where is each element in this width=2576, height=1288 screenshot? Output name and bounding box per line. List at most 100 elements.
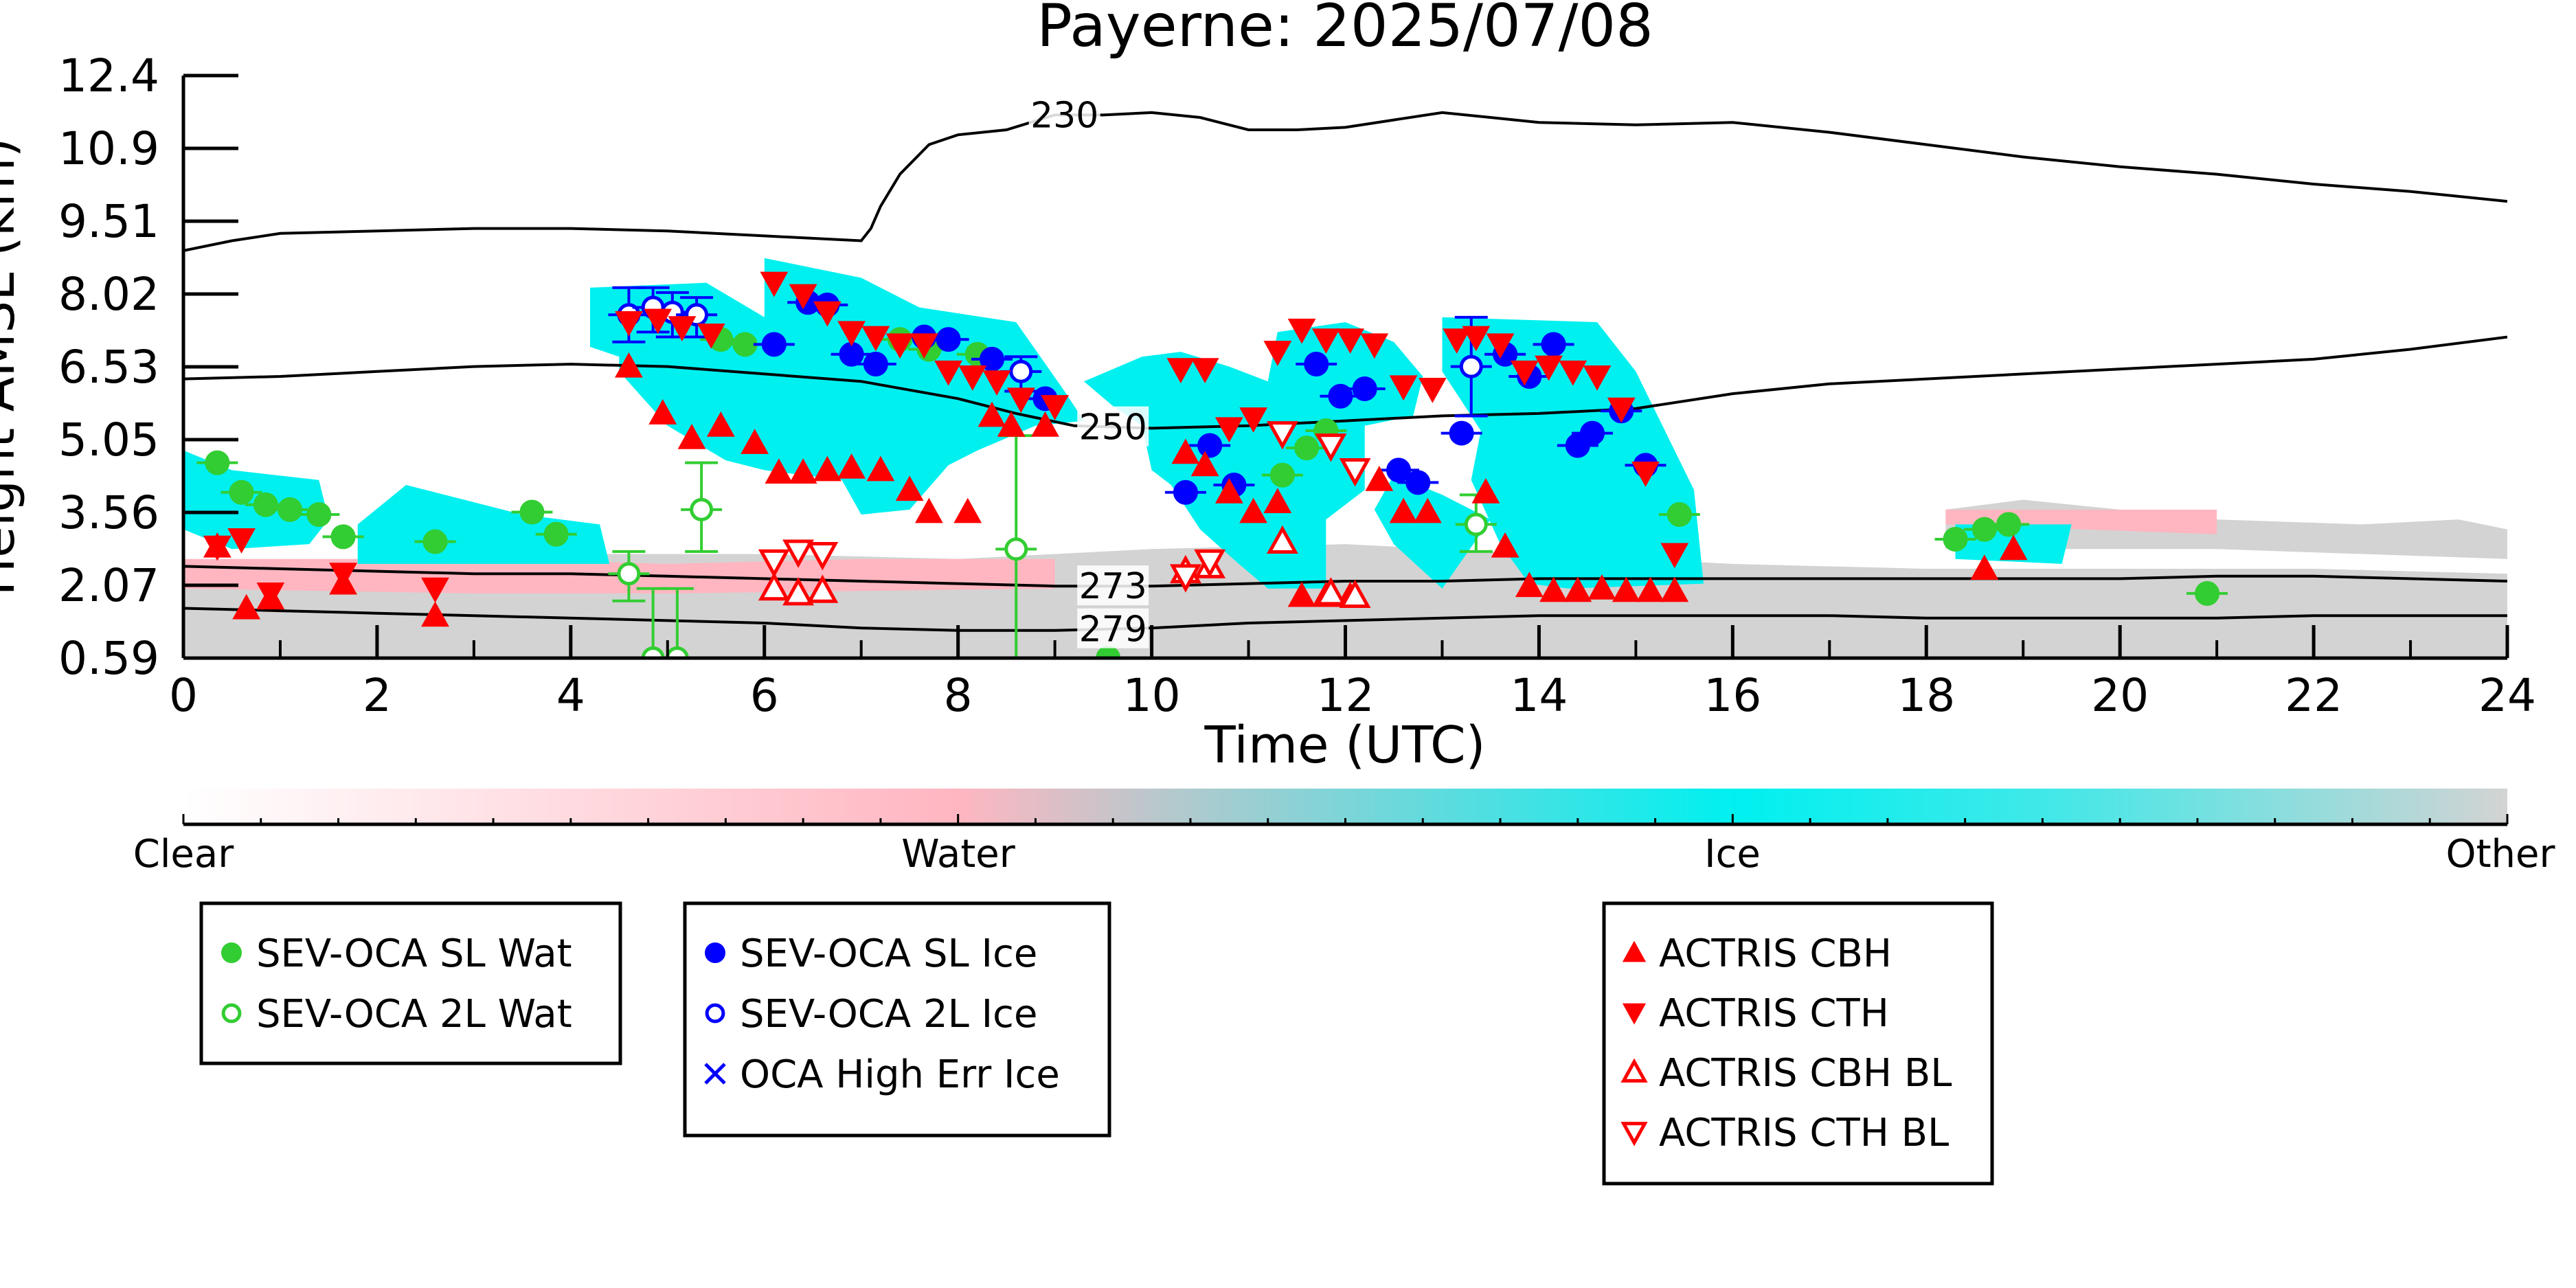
- legend-label-actris-cth-bl: ACTRIS CTH BL: [1659, 1111, 1949, 1155]
- point-actris-cth: [1631, 462, 1660, 487]
- point-actris-cbh-bl: [758, 572, 790, 601]
- legend-label-sev-oca-sl-ice: SEV-OCA SL Ice: [740, 931, 1037, 976]
- contour-label-230: 230: [1030, 95, 1098, 136]
- legend-marker-sev-oca-sl-ice: [705, 942, 725, 963]
- point-sev-oca-sl-ice: [936, 327, 961, 352]
- point-actris-cth: [861, 326, 890, 352]
- point-sev-oca-sl-wat: [1971, 517, 1997, 542]
- point-sev-oca-sl-ice: [863, 352, 888, 377]
- point-actris-cbh-bl: [782, 577, 815, 606]
- point-actris-cbh: [1660, 576, 1689, 602]
- point-actris-cbh: [813, 455, 841, 482]
- contour-230: [183, 111, 2507, 252]
- x-tick-label: 8: [944, 669, 973, 722]
- x-tick-label: 14: [1510, 669, 1568, 722]
- x-tick-label: 6: [750, 669, 779, 722]
- point-sev-oca-sl-wat: [1667, 502, 1692, 528]
- point-actris-cbh: [1190, 451, 1219, 477]
- point-sev-oca-2l-wat: [1464, 512, 1488, 536]
- colorbar-label-ice: Ice: [1704, 832, 1761, 877]
- legend-marker-actris-cbh-bl: [1620, 1058, 1648, 1083]
- legend-label-sev-oca-2l-wat: SEV-OCA 2L Wat: [256, 992, 572, 1037]
- point-actris-cth: [227, 528, 256, 554]
- legend-marker-oca-high-err-ice: [704, 1063, 726, 1085]
- x-tick-label: 24: [2478, 669, 2536, 722]
- point-actris-cth: [1583, 365, 1612, 391]
- point-sev-oca-sl-ice: [761, 332, 787, 357]
- point-actris-cbh: [1970, 554, 1999, 580]
- x-tick-label: 0: [169, 669, 198, 722]
- point-actris-cth: [1006, 387, 1035, 414]
- point-sev-oca-sl-ice: [1352, 376, 1377, 401]
- y-tick-label: 5.05: [58, 414, 159, 466]
- point-actris-cth-bl: [1339, 457, 1371, 487]
- point-actris-cth-bl: [1169, 564, 1201, 593]
- legend-label-sev-oca-2l-ice: SEV-OCA 2L Ice: [740, 992, 1037, 1037]
- x-tick-label: 10: [1123, 669, 1181, 722]
- point-sev-oca-sl-ice: [1449, 420, 1474, 446]
- point-sev-oca-2l-wat: [690, 497, 714, 521]
- point-sev-oca-sl-wat: [519, 499, 545, 525]
- contour-273: [183, 565, 2507, 588]
- point-actris-cbh: [1365, 466, 1394, 491]
- point-actris-cbh: [1636, 576, 1664, 602]
- region-ice-7: [590, 258, 1084, 515]
- x-tick-label: 20: [2091, 669, 2149, 722]
- x-tick-label: 22: [2285, 669, 2342, 722]
- colorbar-ticks: [182, 814, 2509, 824]
- point-actris-cbh: [953, 497, 982, 523]
- point-actris-cth: [1360, 333, 1389, 359]
- point-sev-oca-sl-ice: [1304, 352, 1329, 377]
- point-sev-oca-2l-ice: [1459, 354, 1483, 379]
- y-tick-label: 6.53: [58, 341, 159, 394]
- legend-1: SEV-OCA SL Wat SEV-OCA 2L Wat: [199, 901, 622, 1065]
- point-actris-cbh-bl: [806, 574, 839, 603]
- point-actris-cth: [1263, 341, 1292, 366]
- point-sev-oca-2l-ice: [1009, 359, 1033, 383]
- point-actris-cbh: [1287, 581, 1316, 607]
- point-actris-cbh-bl: [1266, 525, 1298, 554]
- legend-label-actris-cth: ACTRIS CTH: [1659, 991, 1889, 1036]
- point-sev-oca-sl-ice: [1579, 420, 1605, 446]
- point-actris-cth: [1311, 328, 1340, 354]
- point-actris-cbh: [1999, 534, 2028, 561]
- point-actris-cbh: [1588, 574, 1616, 600]
- legend-label-actris-cbh: ACTRIS CBH: [1659, 931, 1892, 976]
- legend-label-sev-oca-sl-wat: SEV-OCA SL Wat: [256, 931, 572, 976]
- point-actris-cth: [256, 582, 285, 608]
- point-actris-cth: [934, 360, 962, 386]
- temperature-contours: [183, 111, 2507, 632]
- point-actris-cbh: [895, 475, 924, 501]
- point-actris-cbh: [1471, 477, 1500, 504]
- point-actris-cth: [615, 311, 643, 337]
- point-actris-cth: [1190, 358, 1219, 383]
- point-actris-cth: [1166, 358, 1195, 383]
- point-actris-cbh: [866, 455, 895, 482]
- point-actris-cbh: [1239, 497, 1267, 523]
- plot-area: [183, 111, 2507, 658]
- point-actris-cth: [1486, 333, 1515, 359]
- y-tick-label: 2.07: [58, 559, 159, 612]
- x-tick-label: 4: [556, 669, 585, 722]
- point-actris-cbh: [648, 399, 677, 425]
- point-sev-oca-sl-wat: [1996, 512, 2022, 537]
- point-actris-cbh: [741, 429, 769, 454]
- point-actris-cth: [909, 333, 938, 359]
- point-actris-cth: [1418, 377, 1447, 403]
- x-tick-label: 16: [1704, 669, 1761, 722]
- contour-label-273: 273: [1079, 566, 1147, 607]
- point-actris-cth-bl: [782, 539, 815, 568]
- legend-label-actris-cbh-bl: ACTRIS CBH BL: [1659, 1051, 1952, 1096]
- legend-marker-sev-oca-2l-wat: [221, 1003, 242, 1024]
- colorbar-label-clear: Clear: [133, 832, 234, 877]
- legend-marker-actris-cth-bl: [1620, 1122, 1648, 1146]
- point-actris-cth: [813, 301, 841, 327]
- point-actris-cbh: [1612, 576, 1640, 602]
- point-sev-oca-sl-ice: [1197, 433, 1223, 458]
- point-actris-cbh: [421, 601, 449, 627]
- y-tick-label: 0.59: [58, 632, 159, 685]
- point-actris-cth: [1041, 395, 1070, 420]
- x-axis-label: Time (UTC): [1204, 716, 1485, 775]
- region-ice-6: [357, 485, 610, 564]
